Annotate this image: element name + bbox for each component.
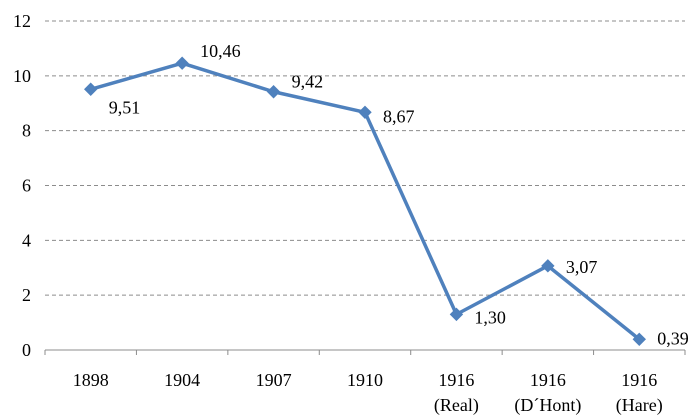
y-tick-label: 2 — [22, 285, 31, 305]
x-tick-label: 1898 — [73, 370, 109, 390]
series-line — [90, 61, 641, 341]
data-label: 9,42 — [292, 72, 324, 92]
y-axis-ticks: 0 2 4 6 8 10 12 — [13, 11, 31, 360]
x-tick-label: (Real) — [434, 395, 479, 416]
data-markers — [84, 56, 646, 347]
data-point — [632, 332, 646, 347]
x-tick-label: 1904 — [164, 370, 200, 390]
y-tick-label: 0 — [22, 340, 31, 360]
data-point — [541, 259, 555, 273]
data-label: 3,07 — [566, 257, 598, 277]
data-label: 8,67 — [383, 106, 415, 126]
series-line-path — [90, 61, 641, 341]
y-tick-label: 6 — [22, 176, 31, 196]
data-point — [175, 56, 189, 70]
data-point — [266, 85, 281, 99]
gridlines — [44, 20, 686, 355]
data-label: 1,30 — [474, 307, 506, 327]
data-label: 10,46 — [200, 41, 241, 61]
data-labels: 9,51 10,46 9,42 8,67 1,30 3,07 0,39 — [109, 41, 689, 348]
x-axis-ticks: 1898 1904 1907 1910 1916 (Real) 1916 (D´Hont) 19… — [73, 370, 663, 416]
y-tick-label: 4 — [22, 230, 31, 250]
y-tick-label: 12 — [13, 11, 31, 31]
x-tick-label: 1916 — [438, 370, 474, 390]
x-tick-label: (Hare) — [616, 395, 663, 416]
x-tick-label: 1910 — [347, 370, 383, 390]
x-tick-label: 1907 — [256, 370, 292, 390]
data-label: 9,51 — [109, 97, 141, 117]
y-tick-label: 8 — [22, 121, 31, 141]
data-label: 0,39 — [657, 328, 689, 348]
data-point — [358, 105, 372, 120]
data-point — [449, 307, 464, 322]
x-tick-label: 1916 — [530, 370, 566, 390]
y-tick-label: 10 — [13, 66, 31, 86]
x-tick-label: 1916 — [621, 370, 657, 390]
x-tick-label: (D´Hont) — [514, 395, 581, 416]
data-point — [84, 82, 98, 96]
